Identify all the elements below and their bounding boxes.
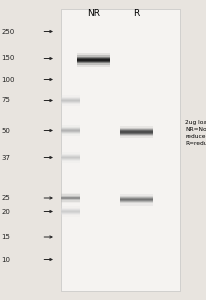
- Bar: [61, 197, 79, 199]
- Bar: [119, 130, 152, 134]
- Bar: [76, 57, 109, 63]
- Bar: [61, 152, 79, 163]
- Bar: [61, 155, 79, 160]
- Bar: [76, 59, 109, 61]
- Bar: [61, 100, 79, 101]
- Bar: [61, 99, 79, 102]
- Bar: [61, 95, 79, 106]
- Bar: [119, 197, 152, 202]
- Bar: [61, 209, 79, 214]
- Bar: [61, 154, 79, 161]
- Bar: [61, 125, 79, 136]
- Bar: [119, 194, 152, 206]
- Bar: [61, 193, 79, 203]
- Bar: [119, 128, 152, 136]
- Bar: [61, 206, 79, 217]
- Bar: [61, 127, 79, 134]
- Bar: [119, 126, 152, 138]
- Bar: [61, 196, 79, 200]
- Bar: [61, 98, 79, 103]
- Text: 37: 37: [1, 154, 10, 160]
- Bar: [61, 97, 79, 104]
- Bar: [61, 208, 79, 215]
- Bar: [76, 53, 109, 67]
- Text: NR: NR: [86, 9, 99, 18]
- Bar: [76, 58, 109, 62]
- Bar: [119, 131, 152, 133]
- Bar: [61, 130, 79, 131]
- Bar: [119, 196, 152, 203]
- Text: 25: 25: [1, 195, 10, 201]
- Bar: [119, 198, 152, 201]
- Bar: [61, 210, 79, 213]
- Text: 50: 50: [1, 128, 10, 134]
- Bar: [61, 211, 79, 212]
- Bar: [119, 199, 152, 200]
- Bar: [61, 129, 79, 132]
- Text: 15: 15: [1, 234, 10, 240]
- Bar: [61, 128, 79, 133]
- Bar: [119, 129, 152, 135]
- Bar: [61, 194, 79, 202]
- Bar: [61, 157, 79, 158]
- Text: 10: 10: [1, 256, 10, 262]
- Text: R: R: [133, 9, 139, 18]
- Text: 2ug loading
NR=Non-
reduced
R=reduced: 2ug loading NR=Non- reduced R=reduced: [184, 121, 206, 146]
- Text: 20: 20: [1, 208, 10, 214]
- Bar: [61, 156, 79, 159]
- Text: 150: 150: [1, 56, 14, 62]
- Text: 75: 75: [1, 98, 10, 103]
- Text: 100: 100: [1, 76, 14, 82]
- Bar: [61, 196, 79, 200]
- Bar: [61, 9, 179, 291]
- Text: 250: 250: [1, 28, 14, 34]
- Bar: [76, 55, 109, 65]
